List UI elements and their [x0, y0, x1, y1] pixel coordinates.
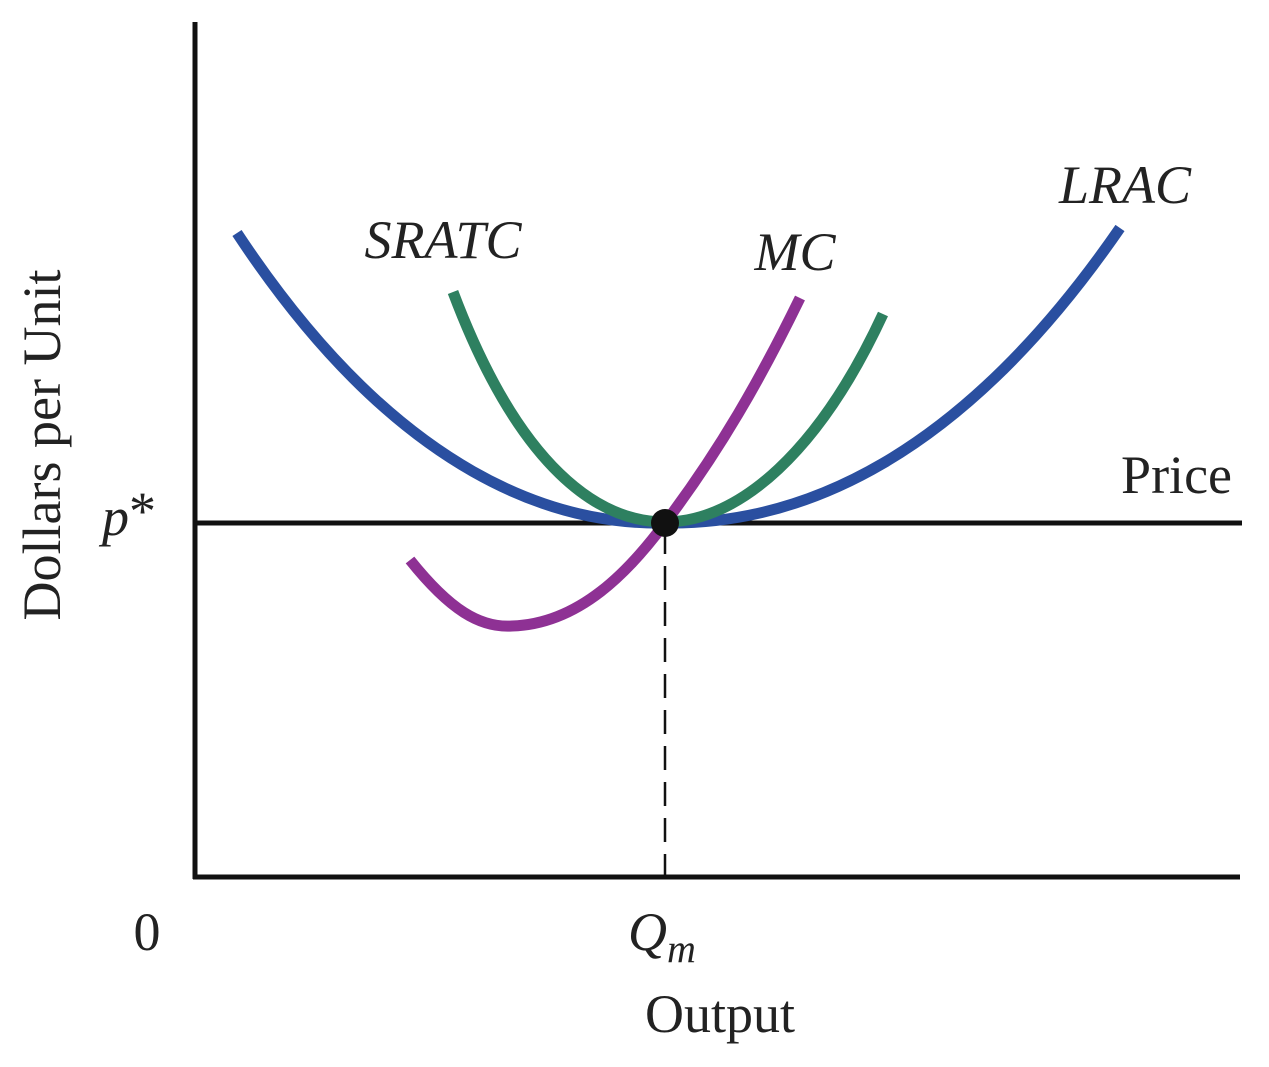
quantity-label: Qm	[628, 902, 696, 971]
quantity-symbol: Q	[628, 902, 667, 962]
equilibrium-point	[651, 509, 679, 537]
quantity-subscript: m	[667, 926, 696, 971]
x-axis-label: Output	[645, 984, 795, 1044]
mc-label: MC	[754, 222, 837, 282]
price-level-label: p*	[98, 481, 156, 547]
mc-curve	[405, 295, 805, 632]
origin-label: 0	[134, 902, 161, 962]
sratc-label: SRATC	[364, 210, 522, 270]
lrac-label: LRAC	[1058, 155, 1192, 215]
price-line-label: Price	[1121, 445, 1232, 505]
y-axis-label: Dollars per Unit	[12, 270, 72, 621]
price-star: *	[129, 481, 156, 541]
price-symbol: p	[98, 487, 129, 547]
